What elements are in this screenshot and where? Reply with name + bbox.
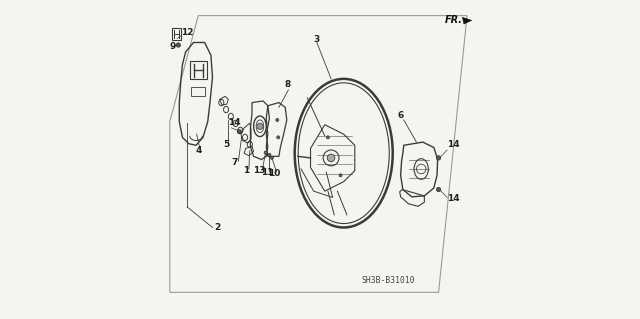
Text: 9: 9 bbox=[170, 42, 176, 51]
Circle shape bbox=[270, 156, 273, 160]
Polygon shape bbox=[462, 17, 472, 24]
Circle shape bbox=[436, 187, 441, 192]
Circle shape bbox=[436, 156, 441, 160]
Circle shape bbox=[276, 136, 280, 139]
Bar bbox=[190, 62, 207, 79]
Text: 5: 5 bbox=[223, 140, 230, 149]
Text: 4: 4 bbox=[196, 146, 202, 155]
Circle shape bbox=[237, 130, 241, 134]
Text: 14: 14 bbox=[447, 194, 460, 203]
Text: FR.: FR. bbox=[445, 15, 463, 25]
Circle shape bbox=[176, 43, 180, 47]
Text: 8: 8 bbox=[285, 80, 291, 89]
Text: 2: 2 bbox=[214, 223, 220, 232]
Circle shape bbox=[257, 123, 263, 130]
Circle shape bbox=[268, 153, 271, 156]
Text: 14: 14 bbox=[447, 140, 460, 150]
Text: 14: 14 bbox=[228, 118, 241, 127]
Text: 12: 12 bbox=[181, 27, 193, 37]
Bar bbox=[191, 87, 205, 96]
Text: 10: 10 bbox=[268, 169, 280, 178]
Circle shape bbox=[327, 154, 335, 162]
Circle shape bbox=[339, 174, 342, 177]
Bar bbox=[172, 28, 182, 40]
Text: 1: 1 bbox=[243, 166, 250, 175]
Circle shape bbox=[326, 136, 330, 139]
Text: 3: 3 bbox=[313, 34, 319, 44]
Text: 13: 13 bbox=[253, 166, 266, 175]
Text: 6: 6 bbox=[397, 111, 404, 120]
Text: 11: 11 bbox=[260, 168, 273, 177]
Circle shape bbox=[264, 151, 267, 154]
Circle shape bbox=[276, 118, 279, 122]
Text: 7: 7 bbox=[232, 158, 238, 167]
Text: SH3B-B31010: SH3B-B31010 bbox=[361, 277, 415, 286]
